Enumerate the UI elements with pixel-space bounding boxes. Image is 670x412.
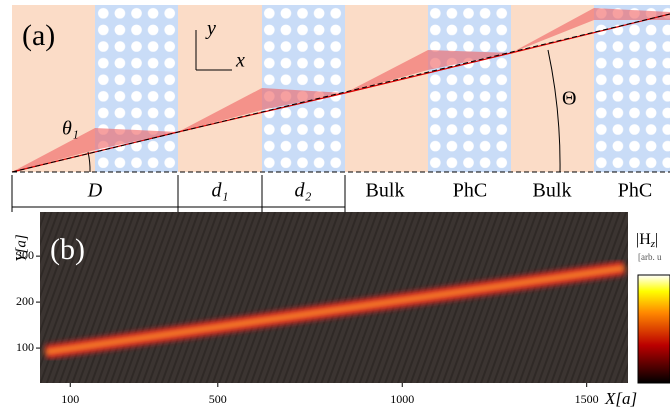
colorbar-label: |Hz| [636,231,658,250]
segment-label: PhC [453,180,487,202]
axis-label: x [235,50,245,72]
x-tick-label: 500 [209,392,227,406]
colorbar [637,274,670,384]
segment-label: d₂ [295,180,312,202]
panel-label: (b) [50,233,85,266]
colorbar-label-end: | [655,231,658,248]
colorbar-units: [arb. u [638,252,662,262]
y-tick-label: 200 [16,294,34,308]
x-tick-label: 1500 [575,392,599,406]
panel-label: (a) [22,19,55,52]
y-axis-label: Y[a] [13,234,29,262]
angle-arc [87,151,91,173]
colorbar-label-sub: z [650,238,656,250]
angle-arc [547,49,561,173]
colorbar-label-main: |H [636,231,651,248]
phc-region [428,5,511,172]
segment-label: PhC [618,180,652,202]
x-tick-label: 100 [61,392,79,406]
angle-label: θ₁ [62,118,79,140]
y-tick-label: 300 [16,248,34,262]
segment-label: d₁ [212,180,229,202]
phc-region [262,5,345,172]
field-map [40,212,628,383]
segment-label: D [87,180,103,202]
segment-label: Bulk [366,180,405,202]
beam-core [45,266,625,354]
axis-label: y [205,18,216,40]
angle-label: Θ [562,88,576,110]
mean-direction [11,13,670,173]
panel-b: (b) Y[a] X[a] |Hz| [arb. u 100 500 1000 150… [13,212,670,408]
phc-region [594,5,670,172]
segment-label: Bulk [533,180,572,202]
y-tick-label: 100 [16,340,34,354]
x-axis-label: X[a] [604,389,637,408]
x-tick-label: 1000 [390,392,414,406]
